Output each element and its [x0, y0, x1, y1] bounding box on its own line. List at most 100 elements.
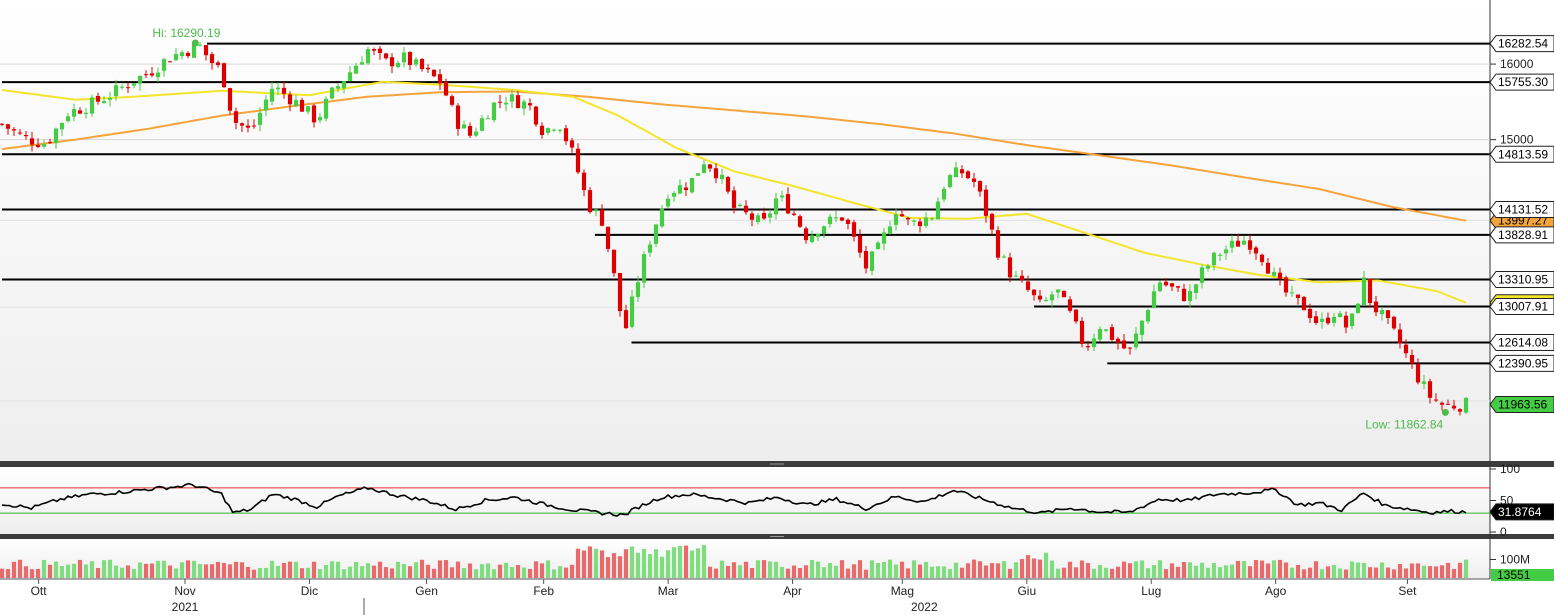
volume-bar — [1127, 563, 1133, 578]
volume-bar — [1103, 567, 1109, 578]
candle-body — [1421, 381, 1427, 384]
candle-body — [281, 87, 287, 94]
rsi-tick-label: 100 — [1500, 462, 1520, 476]
volume-bar — [563, 567, 569, 578]
month-label: Lug — [1141, 584, 1161, 598]
volume-bar — [1337, 568, 1343, 578]
volume-bar — [1313, 561, 1319, 578]
candle-body — [155, 72, 161, 78]
candle-body — [59, 122, 65, 130]
volume-bar — [1385, 567, 1391, 578]
candle-body — [767, 213, 773, 218]
candle-body — [185, 52, 191, 57]
rsi-line — [1, 482, 1467, 517]
candle-body — [365, 49, 371, 64]
volume-bar — [0, 568, 5, 578]
low-annotation: Low: 11862.84 — [1365, 417, 1443, 431]
volume-bar — [857, 560, 863, 578]
vol-tick-label: 100M — [1500, 553, 1530, 567]
volume-bar — [269, 560, 275, 578]
volume-bar — [1073, 567, 1079, 578]
volume-bar — [143, 563, 149, 578]
candle-body — [35, 144, 41, 147]
candle-body — [89, 97, 95, 114]
candle-body — [251, 125, 257, 127]
volume-bar — [1187, 562, 1193, 578]
candle-body — [1061, 291, 1067, 298]
candle-body — [1391, 316, 1397, 329]
candle-body — [1205, 265, 1211, 269]
candle-body — [1103, 329, 1109, 331]
candle-body — [83, 112, 89, 114]
volume-bar — [485, 563, 491, 578]
volume-bar — [1241, 560, 1247, 578]
volume-bar — [317, 569, 323, 578]
candle-body — [1427, 381, 1433, 398]
volume-bar — [935, 566, 941, 578]
candle-body — [1271, 272, 1277, 276]
volume-bar — [1415, 563, 1421, 578]
candle-body — [653, 224, 659, 244]
volume-bar — [353, 561, 359, 578]
candle-body — [191, 43, 197, 58]
volume-bar — [1175, 566, 1181, 578]
volume-bar — [1307, 567, 1313, 578]
candle-body — [713, 168, 719, 179]
volume-bar — [221, 563, 227, 578]
candle-body — [791, 213, 797, 215]
candle-body — [971, 178, 977, 182]
volume-bar — [659, 556, 665, 578]
volume-bar — [1163, 569, 1169, 578]
volume-bar — [113, 565, 119, 578]
month-label: Feb — [533, 584, 554, 598]
candle-body — [563, 128, 569, 142]
volume-bar — [59, 565, 65, 578]
candle-body — [1055, 289, 1061, 293]
candle-body — [1163, 281, 1169, 286]
volume-bar — [23, 566, 29, 578]
candle-body — [905, 217, 911, 220]
level-tag: 15755.30 — [1498, 75, 1548, 89]
candle-body — [467, 126, 473, 136]
volume-bar — [89, 561, 95, 578]
candle-body — [1169, 283, 1175, 287]
volume-bar — [965, 563, 971, 578]
volume-bar — [215, 561, 221, 578]
volume-bar — [371, 565, 377, 578]
volume-bar — [311, 561, 317, 578]
candle-body — [935, 201, 941, 220]
volume-bar — [1049, 560, 1055, 578]
candle-body — [1403, 344, 1409, 354]
volume-bar — [323, 564, 329, 578]
volume-bar — [101, 560, 107, 578]
volume-bar — [1361, 562, 1367, 578]
volume-bar — [773, 561, 779, 578]
level-tag-bg — [1489, 73, 1554, 91]
volume-bar — [629, 546, 635, 578]
volume-bar — [1061, 567, 1067, 578]
candle-body — [1445, 403, 1451, 405]
candle-body — [419, 59, 425, 70]
candle-body — [131, 83, 137, 86]
volume-bar — [95, 567, 101, 578]
price-grid — [0, 63, 1490, 402]
candle-body — [341, 81, 347, 89]
volume-bar — [821, 567, 827, 578]
candle-body — [659, 208, 665, 227]
candle-body — [1361, 277, 1367, 305]
volume-bar — [1325, 566, 1331, 578]
candle-body — [1157, 282, 1163, 292]
volume-bar — [1001, 561, 1007, 578]
level-tag: 16282.54 — [1498, 37, 1548, 51]
candle-body — [479, 118, 485, 131]
candle-body — [1151, 291, 1157, 309]
candle-body — [497, 101, 503, 103]
candle-body — [779, 195, 785, 198]
candle-body — [1097, 329, 1103, 340]
volume-bar — [635, 552, 641, 578]
candle-body — [0, 123, 5, 125]
candle-body — [617, 272, 623, 312]
volume-bar — [1145, 568, 1151, 578]
